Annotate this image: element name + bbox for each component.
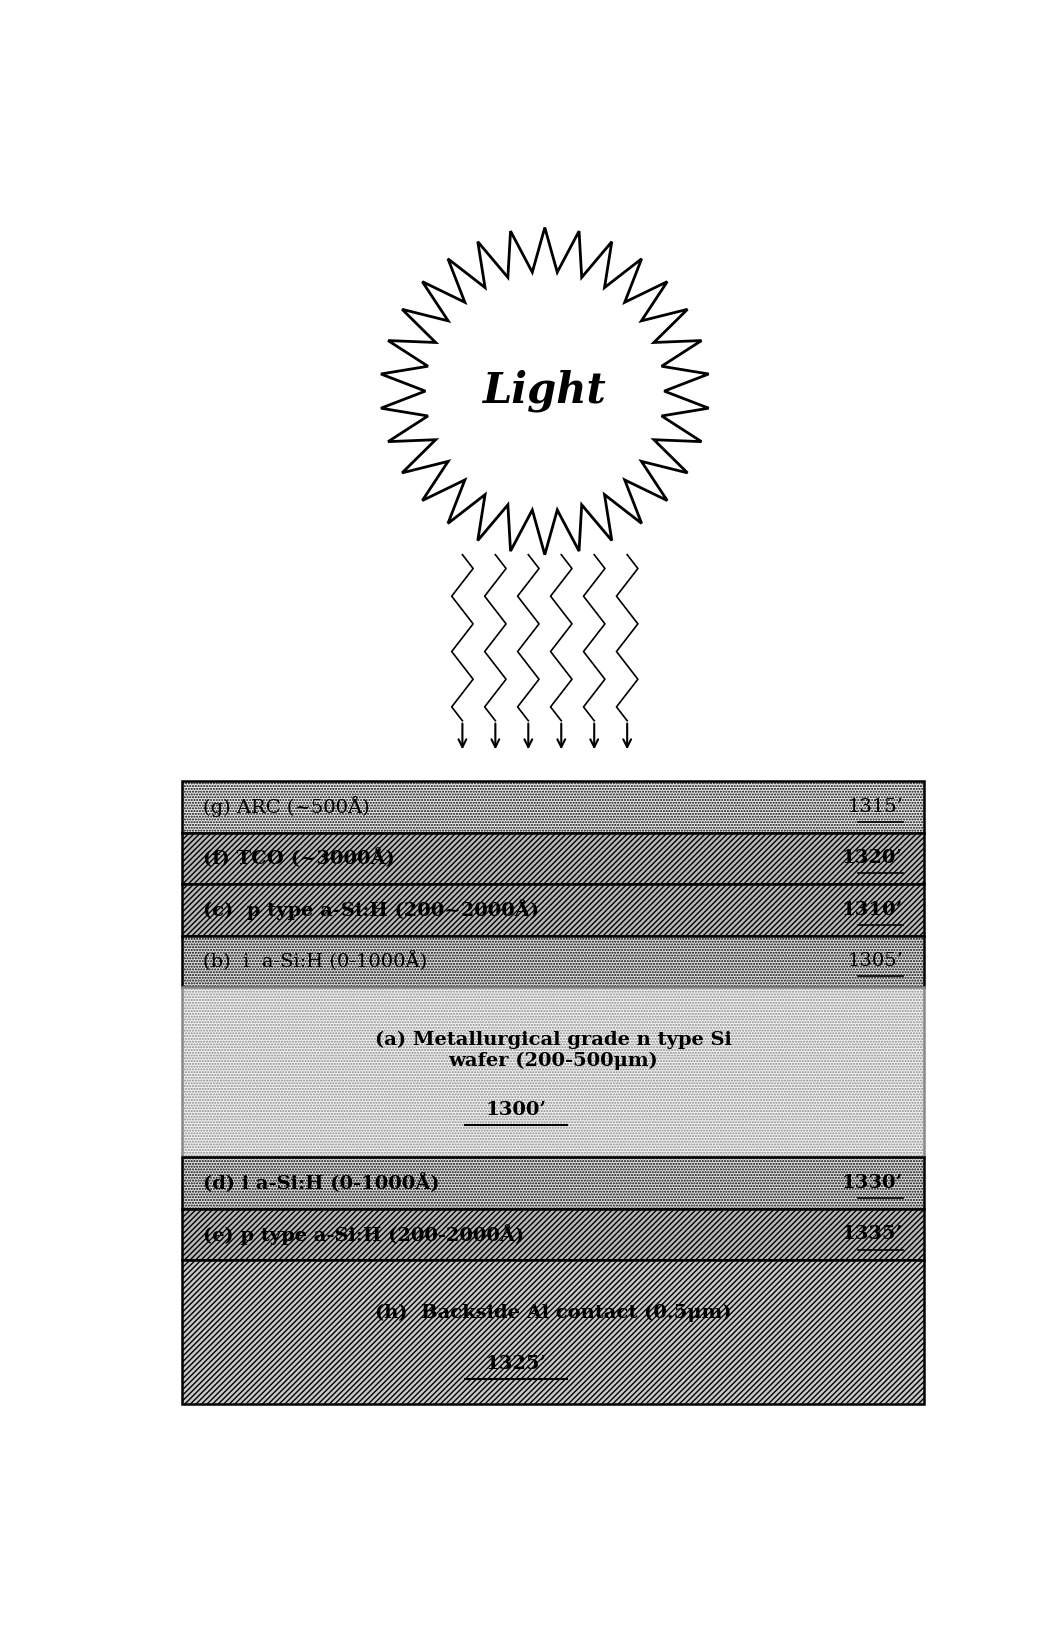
Bar [183,1260,924,1404]
Text: Light: Light [483,369,607,412]
Bar [183,1157,924,1209]
Text: 1300’: 1300’ [486,1101,546,1119]
Bar [183,987,924,1157]
Text: (h)  Backside Al contact (0.5μm): (h) Backside Al contact (0.5μm) [375,1304,731,1322]
Text: (b)  i  a-Si:H (0-1000Å): (b) i a-Si:H (0-1000Å) [203,951,427,971]
Text: 1320’: 1320’ [842,850,904,868]
Text: 1330’: 1330’ [842,1173,904,1191]
Text: (a) Metallurgical grade n type Si
wafer (200-500μm): (a) Metallurgical grade n type Si wafer … [374,1031,731,1070]
Bar [183,833,924,884]
Text: (c)  p type a-Si:H (200~2000Å): (c) p type a-Si:H (200~2000Å) [203,899,539,920]
Text: 1305’: 1305’ [847,953,904,971]
Text: (e) p type a-Si:H (200-2000Å): (e) p type a-Si:H (200-2000Å) [203,1224,524,1245]
Text: (d) i a-Si:H (0-1000Å): (d) i a-Si:H (0-1000Å) [203,1173,439,1193]
Bar [183,884,924,936]
Text: (f) TCO (~3000Å): (f) TCO (~3000Å) [203,848,394,868]
Bar [183,936,924,987]
Text: 1310’: 1310’ [842,900,904,918]
Text: (g) ARC (~500Å): (g) ARC (~500Å) [203,796,370,817]
Text: 1335’: 1335’ [842,1226,904,1243]
Bar [183,781,924,833]
Text: 1325’: 1325’ [486,1355,546,1373]
Polygon shape [381,227,709,554]
Text: 1315’: 1315’ [847,797,904,815]
Bar [183,1209,924,1260]
